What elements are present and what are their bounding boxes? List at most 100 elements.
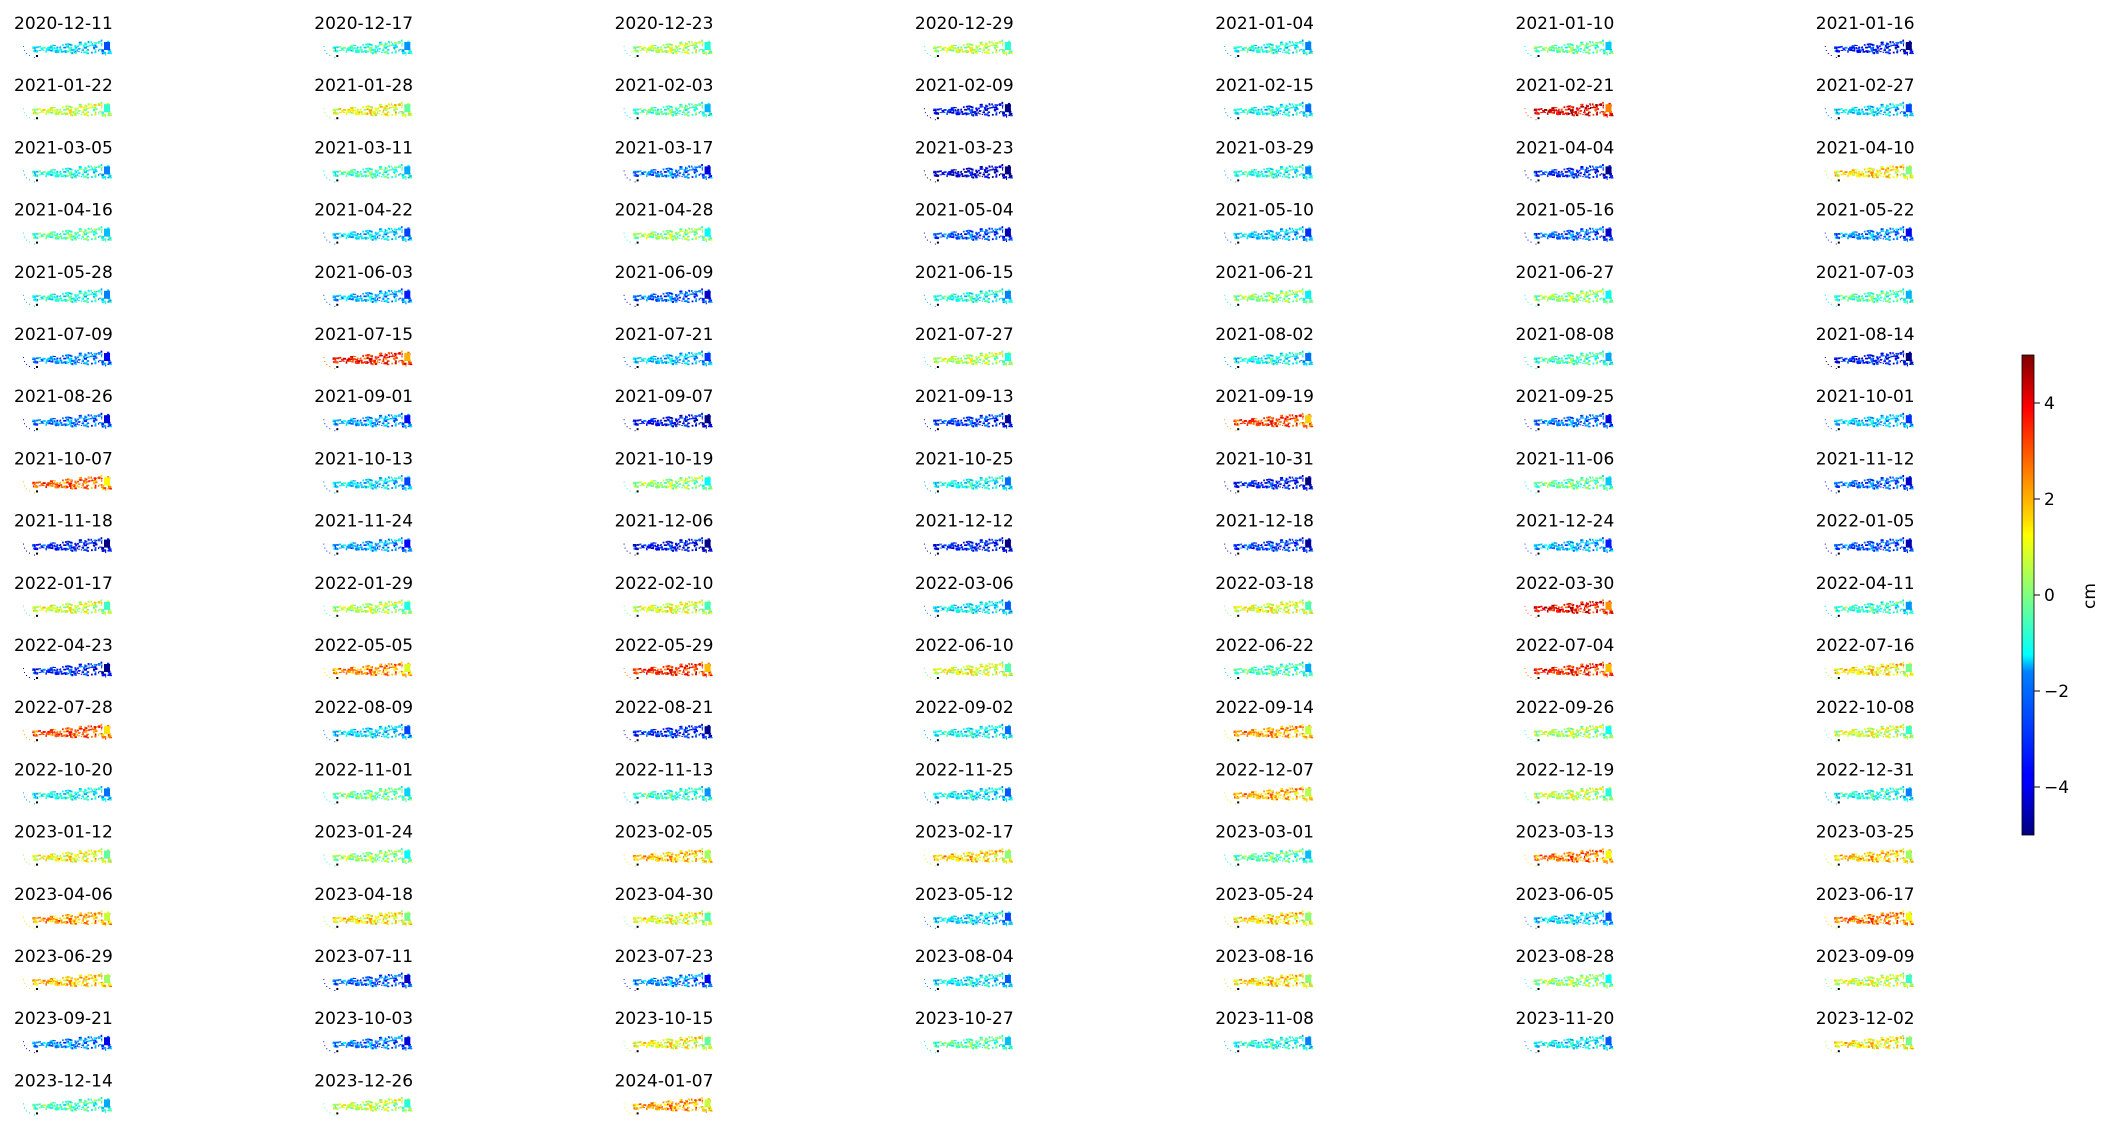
map-pixel (381, 176, 383, 178)
map-pixel (381, 298, 385, 300)
map-pixel (1875, 50, 1879, 53)
map-pixel (694, 104, 697, 106)
map-pixel (1575, 237, 1578, 240)
map-pixel (68, 295, 72, 299)
map-pixel (702, 49, 705, 52)
map-pixel (1834, 234, 1837, 236)
map-pixel (1236, 50, 1240, 53)
map-pixel (996, 232, 999, 235)
map-pixel (1835, 181, 1837, 183)
map-pixel (1886, 52, 1890, 54)
map-pixel (929, 241, 931, 243)
map-pixel (991, 227, 993, 230)
map-pixel (960, 233, 963, 235)
map-pixel (46, 296, 49, 300)
map-pixel (638, 46, 642, 48)
map-pixel (1599, 49, 1601, 52)
map-pixel (1870, 106, 1874, 108)
map-pixel (75, 295, 78, 298)
map-pixel (665, 112, 667, 116)
map-pixel (680, 290, 683, 293)
map-pixel (36, 241, 38, 244)
map-pixel (710, 299, 713, 301)
map-pixel (386, 232, 389, 234)
map-pixel (650, 45, 654, 47)
map-pixel (973, 49, 976, 52)
map-pixel (55, 48, 58, 50)
map-pixel (62, 168, 64, 171)
map-pixel (1234, 174, 1236, 177)
map-pixel (654, 47, 656, 50)
map-pixel (957, 108, 960, 111)
map-pixel (409, 239, 413, 241)
map-pixel (1602, 226, 1604, 229)
map-pixel (74, 169, 77, 172)
map-pixel (1267, 170, 1270, 173)
map-pixel (965, 168, 968, 170)
map-pixel (1879, 48, 1882, 50)
map-pixel (1294, 233, 1296, 237)
map-pixel (377, 232, 380, 234)
map-pixel (685, 291, 687, 294)
map-pixel (985, 166, 987, 170)
map-pixel (1604, 238, 1608, 241)
map-pixel (657, 235, 661, 239)
map-pixel (1861, 46, 1863, 48)
map-pixel (675, 171, 678, 174)
map-pixel (401, 298, 405, 301)
map-pixel (961, 237, 965, 240)
map-pixel (1564, 171, 1568, 173)
map-pixel (653, 169, 657, 171)
map-pixel (979, 110, 982, 112)
map-pixel (1870, 236, 1874, 239)
map-pixel (984, 109, 988, 111)
map-pixel (79, 292, 83, 295)
map-pixel (1267, 229, 1271, 232)
map-pixel (71, 111, 74, 113)
map-pixel (1544, 49, 1546, 51)
map-pixel (1597, 228, 1599, 231)
map-pixel (71, 114, 74, 117)
map-pixel (38, 112, 42, 114)
map-pixel (1544, 171, 1548, 174)
map-pixel (694, 296, 696, 299)
map-pixel (646, 112, 648, 115)
map-pixel (1295, 113, 1298, 116)
map-pixel (1295, 51, 1298, 54)
map-pixel (374, 238, 378, 241)
map-pixel (1284, 238, 1287, 240)
map-pixel (109, 237, 112, 239)
map-pixel (334, 57, 336, 58)
map-pixel (384, 300, 388, 303)
map-pixel (1243, 46, 1247, 49)
map-pixel (678, 234, 681, 237)
map-pixel (1879, 51, 1882, 53)
map-pixel (980, 168, 984, 170)
map-pixel (1608, 114, 1611, 117)
map-pixel (933, 108, 937, 111)
map-pixel (984, 176, 987, 178)
map-pixel (987, 173, 990, 175)
map-pixel (1839, 108, 1843, 110)
displacement-map (323, 226, 413, 245)
map-pixel (71, 176, 74, 179)
map-pixel (378, 51, 381, 53)
map-pixel (91, 105, 93, 107)
map-pixel (374, 175, 377, 178)
map-pixel (379, 228, 381, 230)
map-pixel (1255, 47, 1257, 50)
map-pixel (1002, 176, 1006, 179)
map-pixel (79, 290, 82, 293)
panel-2021-03-29: 2021-03-29 (1215, 138, 1314, 183)
map-pixel (23, 170, 24, 172)
map-pixel (998, 111, 1001, 114)
map-pixel (66, 46, 68, 48)
map-pixel (1591, 165, 1594, 168)
map-pixel (958, 49, 961, 52)
map-pixel (56, 298, 59, 301)
map-pixel (1310, 52, 1314, 55)
map-pixel (1844, 233, 1848, 236)
map-pixel (1888, 49, 1891, 51)
map-pixel (40, 110, 43, 112)
panel-2021-01-04: 2021-01-04 (1215, 14, 1314, 58)
